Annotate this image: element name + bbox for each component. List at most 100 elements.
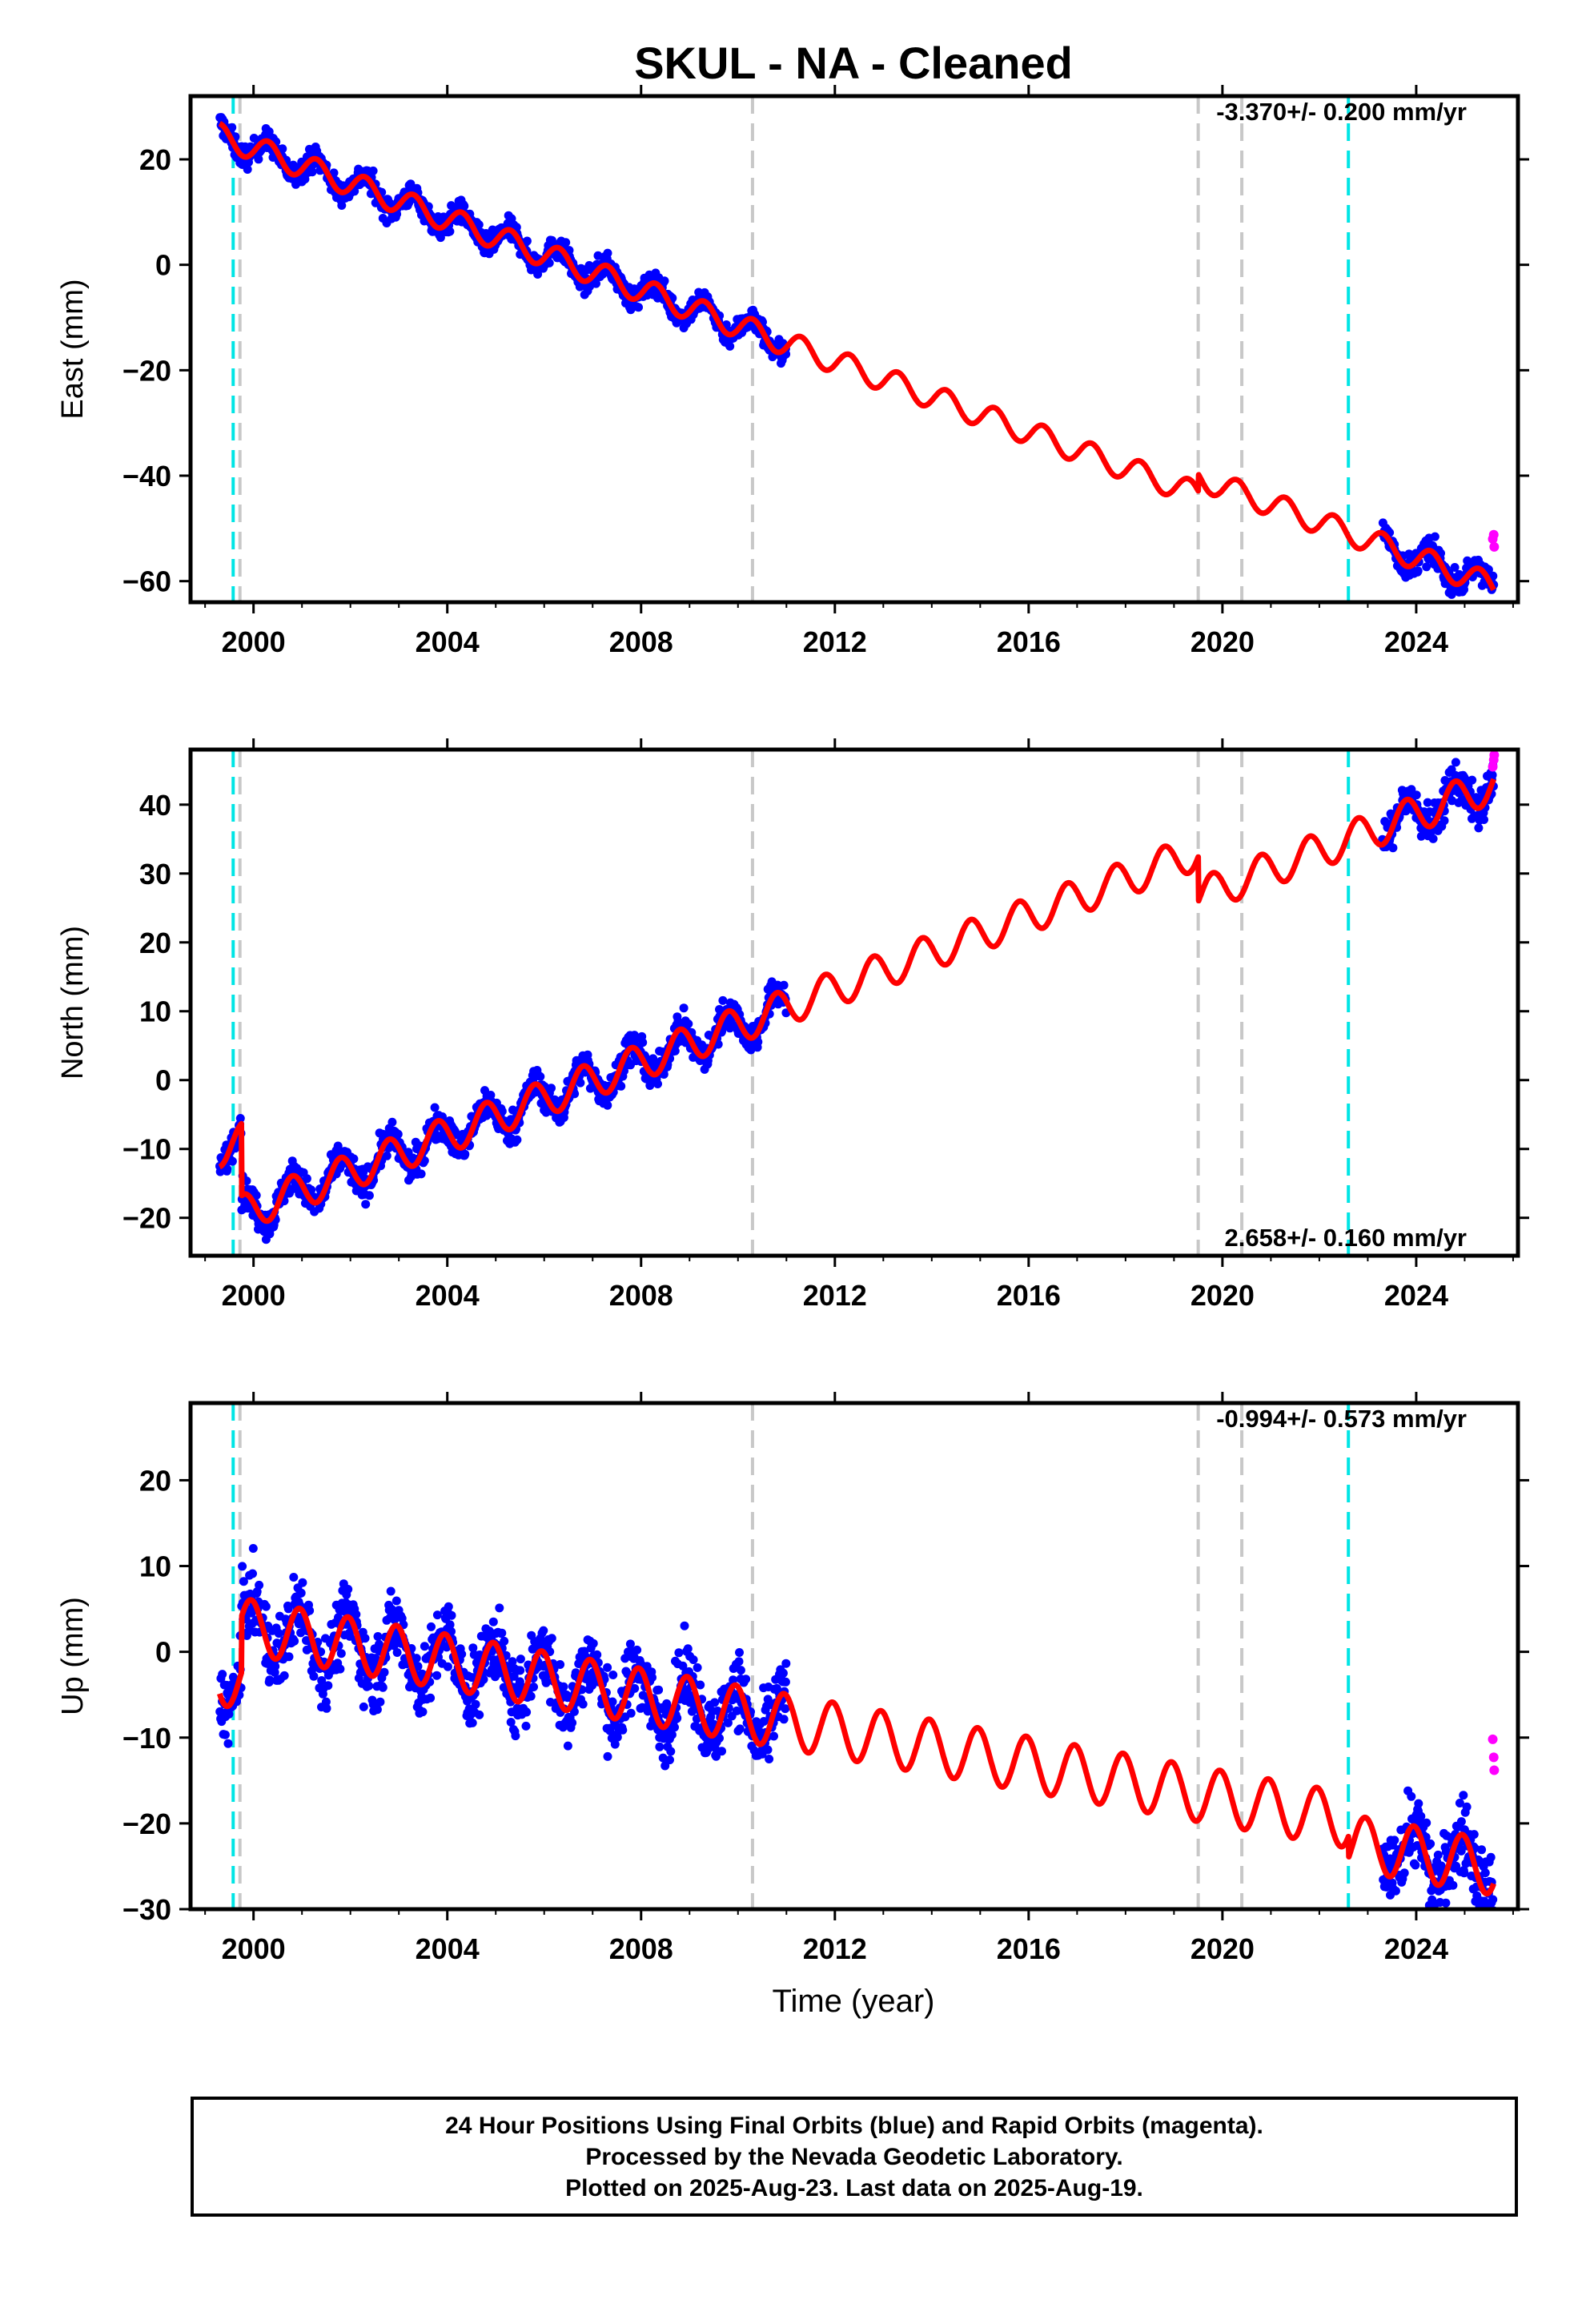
up-final-point (666, 1747, 676, 1756)
north-final-point (512, 1135, 522, 1144)
up-final-point (279, 1671, 289, 1680)
up-y-axis-label: Up (mm) (56, 1597, 90, 1715)
east-x-tick-label: 2004 (416, 625, 480, 658)
east-final-point (436, 233, 445, 243)
north-final-point (302, 1174, 311, 1184)
up-final-point (778, 1668, 788, 1678)
up-final-point (741, 1675, 751, 1684)
up-rate-label: -0.994+/- 0.573 mm/yr (1216, 1405, 1467, 1433)
north-x-tick-label: 2016 (997, 1279, 1061, 1312)
up-final-point (736, 1666, 745, 1675)
up-final-point (426, 1693, 436, 1703)
x-axis-label: Time (year) (773, 1984, 935, 2019)
up-final-point (248, 1569, 257, 1578)
east-y-tick-label: −60 (122, 565, 171, 598)
north-y-tick-label: 40 (139, 789, 171, 822)
up-y-tick-label: 10 (139, 1550, 171, 1583)
up-final-point (1483, 1915, 1492, 1924)
up-final-point (717, 1747, 726, 1756)
up-panel: 2000 2004 2008 2012 2016 2020 2024 −30 −20 −10 0 10… (56, 1392, 1529, 1965)
east-plot-area (215, 96, 1500, 602)
east-x-tick-label: 2008 (609, 625, 673, 658)
north-y-tick-label: −20 (122, 1202, 171, 1235)
north-final-point (251, 1191, 261, 1200)
up-final-point (322, 1703, 331, 1713)
up-y-tick-label: 0 (155, 1636, 171, 1669)
up-final-point (1456, 1817, 1466, 1827)
east-y-tick-label: −20 (122, 354, 171, 387)
north-x-tick-label: 2020 (1191, 1279, 1255, 1312)
up-final-point (608, 1671, 618, 1679)
up-x-tick-label: 2024 (1384, 1932, 1448, 1965)
up-final-point (665, 1755, 674, 1765)
up-final-point (220, 1730, 230, 1739)
up-final-point (1448, 1880, 1458, 1890)
north-y-tick-label: −10 (122, 1133, 171, 1166)
up-final-point (1390, 1835, 1399, 1845)
east-final-point (329, 168, 339, 178)
east-x-tick-label: 2000 (222, 625, 286, 658)
up-final-point (218, 1670, 227, 1679)
up-final-point (521, 1721, 531, 1731)
up-final-point (1477, 1845, 1487, 1855)
up-final-point (1435, 1911, 1443, 1920)
up-final-point (526, 1691, 536, 1701)
up-final-point (1422, 1818, 1431, 1827)
north-final-point (235, 1114, 245, 1123)
up-final-point (1391, 1886, 1400, 1896)
up-x-tick-label: 2020 (1191, 1932, 1255, 1965)
up-final-point (412, 1654, 421, 1663)
north-final-point (361, 1200, 371, 1209)
up-final-point (1399, 1868, 1409, 1878)
east-final-point (634, 303, 643, 312)
up-final-point (696, 1680, 705, 1690)
north-x-tick-label: 2012 (803, 1279, 867, 1312)
north-final-point (1480, 815, 1488, 824)
up-final-point (495, 1603, 504, 1613)
up-final-point (541, 1678, 551, 1687)
east-final-point (544, 258, 554, 267)
up-x-tick-label: 2008 (609, 1932, 673, 1965)
north-y-tick-label: 30 (139, 858, 171, 891)
up-final-point (447, 1610, 456, 1620)
north-final-point (653, 1080, 662, 1088)
north-final-point (536, 1072, 545, 1081)
east-y-axis-label: East (mm) (56, 279, 90, 419)
north-final-point (1488, 770, 1497, 780)
up-final-point (529, 1683, 538, 1691)
up-rapid-point-0 (1488, 1734, 1498, 1744)
east-final-point (561, 238, 571, 247)
up-final-point (539, 1626, 548, 1635)
east-final-point (481, 229, 491, 238)
up-final-point (648, 1673, 656, 1683)
up-rapid-point-1 (1488, 1752, 1499, 1763)
up-final-point (563, 1741, 572, 1751)
up-final-point (488, 1617, 498, 1626)
up-y-tick-label: −10 (122, 1722, 171, 1755)
up-final-point (667, 1730, 677, 1739)
up-final-point (364, 1681, 374, 1691)
east-final-point (1422, 562, 1431, 572)
footer-box: 24 Hour Positions Using Final Orbits (bl… (191, 2097, 1518, 2217)
up-final-point (475, 1710, 484, 1719)
east-final-point (368, 166, 378, 175)
up-final-point (763, 1745, 773, 1755)
up-final-point (626, 1708, 636, 1718)
up-final-point (471, 1699, 480, 1709)
footer-line-3: Plotted on 2025-Aug-23. Last data on 202… (565, 2174, 1143, 2201)
north-final-point (1439, 816, 1449, 826)
up-final-point (603, 1663, 612, 1672)
north-final-point (1411, 790, 1421, 800)
up-final-point (290, 1636, 299, 1646)
east-final-point (254, 155, 263, 164)
up-final-point (618, 1725, 628, 1735)
up-x-tick-label: 2012 (803, 1932, 867, 1965)
east-final-point (1430, 532, 1439, 541)
up-final-point (522, 1707, 532, 1717)
east-final-point (337, 201, 347, 210)
up-final-point (578, 1699, 588, 1709)
north-final-point (364, 1191, 374, 1200)
east-y-tick-label: 0 (155, 249, 171, 282)
up-y-tick-label: 20 (139, 1464, 171, 1497)
up-final-point (781, 1659, 791, 1668)
